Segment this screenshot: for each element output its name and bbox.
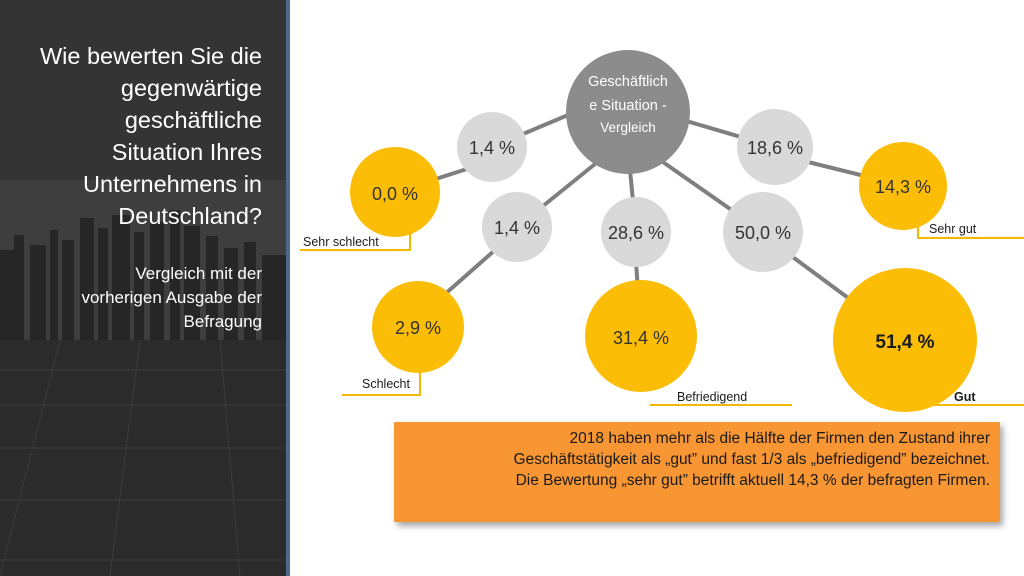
category-label-schlecht: Schlecht (362, 377, 410, 391)
title-line: Wie bewerten Sie die (39, 43, 262, 69)
previous-node-sehr-gut: 18,6 % (737, 109, 813, 185)
callout-line: 2018 haben mehr als die Hälfte der Firme… (569, 430, 990, 447)
current-circle (372, 281, 464, 373)
center-node: Geschäftlich e Situation - Vergleich (566, 50, 690, 174)
category-label-sehr-schlecht: Sehr schlecht (303, 235, 379, 249)
center-label-line: e Situation - (589, 98, 667, 114)
category-labels: Sehr schlecht Schlecht Befriedigend Gut … (303, 222, 977, 404)
summary-callout: 2018 haben mehr als die Hälfte der Firme… (394, 422, 1000, 522)
current-circle (585, 280, 697, 392)
current-circle (833, 268, 977, 412)
current-value: 0,0 % (372, 184, 418, 204)
current-node-schlecht: 2,9 % (372, 281, 464, 373)
current-circle (859, 142, 947, 230)
center-circle (566, 50, 690, 174)
previous-circle (457, 112, 527, 182)
current-node-sehr-gut: 14,3 % (859, 142, 947, 230)
previous-nodes: 1,4 % 1,4 % 28,6 % 50,0 % 18,6 % (457, 109, 813, 272)
current-node-sehr-schlecht: 0,0 % (350, 147, 440, 237)
current-value: 14,3 % (875, 177, 931, 197)
previous-node-gut: 50,0 % (723, 192, 803, 272)
category-label-gut: Gut (954, 390, 976, 404)
background-photo-panel: Wie bewerten Sie die gegenwärtige geschä… (0, 0, 286, 576)
title-line: Deutschland? (118, 203, 262, 229)
callout-line: Die Bewertung „sehr gut” betrifft aktuel… (515, 472, 990, 489)
previous-node-befriedigend: 28,6 % (601, 197, 671, 267)
title-line: gegenwärtige (120, 75, 262, 101)
page-subtitle: Vergleich mit der vorherigen Ausgabe der… (2, 262, 262, 334)
previous-circle (601, 197, 671, 267)
previous-value: 1,4 % (469, 138, 515, 158)
current-circle (350, 147, 440, 237)
previous-value: 1,4 % (494, 218, 540, 238)
current-nodes: 0,0 % 2,9 % 31,4 % 51,4 % 14,3 % (350, 142, 977, 412)
previous-value: 18,6 % (747, 138, 803, 158)
previous-node-schlecht: 1,4 % (482, 192, 552, 262)
callout-line: Geschäftstätigkeit als „gut” und fast 1/… (513, 451, 990, 468)
center-label-line: Geschäftlich (588, 74, 668, 90)
category-label-befriedigend: Befriedigend (677, 390, 747, 404)
previous-circle (723, 192, 803, 272)
title-line: geschäftliche (124, 107, 262, 133)
previous-circle (737, 109, 813, 185)
current-node-befriedigend: 31,4 % (585, 280, 697, 392)
previous-value: 28,6 % (608, 223, 664, 243)
previous-node-sehr-schlecht: 1,4 % (457, 112, 527, 182)
label-underline (342, 370, 421, 396)
subtitle-line: vorherigen Ausgabe der (81, 288, 262, 307)
city-skyline-image (0, 0, 286, 576)
current-node-gut: 51,4 % (833, 268, 977, 412)
previous-value: 50,0 % (735, 223, 791, 243)
subtitle-line: Vergleich mit der (135, 264, 262, 283)
center-label-line: Vergleich (600, 120, 656, 135)
title-line: Unternehmens in (83, 171, 262, 197)
subtitle-line: Befragung (183, 312, 262, 331)
current-value: 31,4 % (613, 328, 669, 348)
page-title: Wie bewerten Sie die gegenwärtige geschä… (2, 40, 262, 232)
previous-circle (482, 192, 552, 262)
title-line: Situation Ihres (111, 139, 262, 165)
current-value: 51,4 % (875, 332, 934, 353)
current-value: 2,9 % (395, 318, 441, 338)
category-label-sehr-gut: Sehr gut (929, 222, 977, 236)
panel-divider (286, 0, 290, 576)
